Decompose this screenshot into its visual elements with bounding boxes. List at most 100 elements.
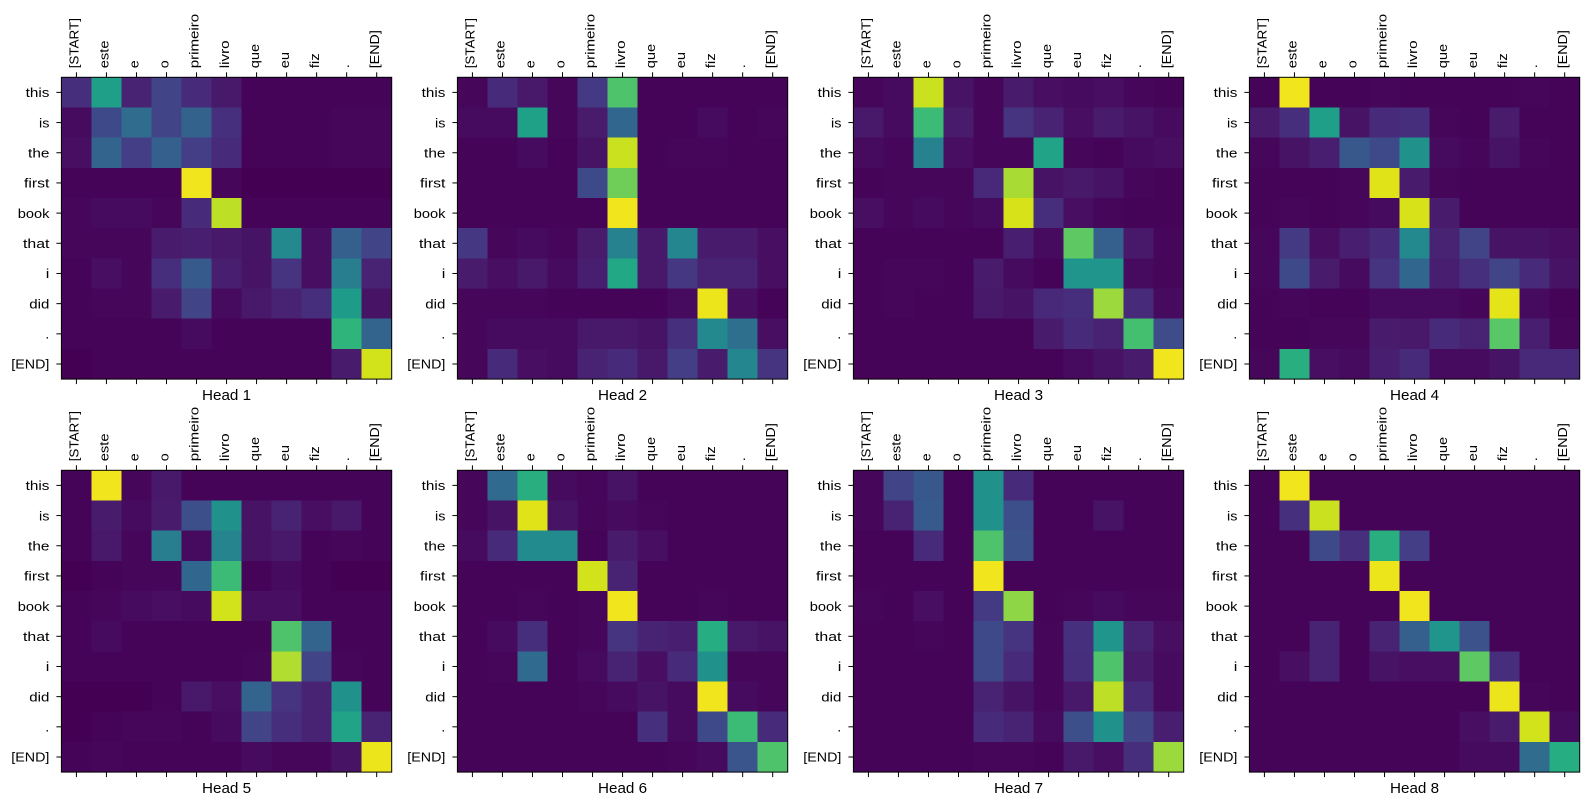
svg-text:fiz: fiz <box>307 446 322 461</box>
svg-text:o: o <box>1345 60 1360 68</box>
svg-text:este: este <box>1285 433 1300 461</box>
svg-text:este: este <box>889 433 904 461</box>
svg-text:o: o <box>553 60 568 68</box>
svg-text:that: that <box>23 629 50 644</box>
svg-text:[END]: [END] <box>11 357 49 372</box>
svg-text:[END]: [END] <box>407 357 445 372</box>
svg-text:[START]: [START] <box>463 18 478 68</box>
svg-text:fiz: fiz <box>703 446 718 461</box>
svg-text:[END]: [END] <box>367 423 382 461</box>
svg-text:i: i <box>1234 659 1238 674</box>
svg-text:did: did <box>425 689 445 704</box>
svg-text:que: que <box>247 44 262 68</box>
svg-text:.: . <box>1525 457 1540 461</box>
svg-text:book: book <box>414 206 446 221</box>
svg-text:.: . <box>337 64 352 68</box>
svg-text:e: e <box>127 60 142 68</box>
svg-text:first: first <box>1212 569 1238 584</box>
svg-text:[END]: [END] <box>803 750 841 765</box>
svg-text:this: this <box>26 85 50 100</box>
svg-text:livro: livro <box>613 40 628 68</box>
svg-text:e: e <box>1315 60 1330 68</box>
svg-text:that: that <box>1211 236 1238 251</box>
svg-text:[END]: [END] <box>763 30 778 68</box>
svg-text:este: este <box>1285 40 1300 68</box>
svg-text:primeiro: primeiro <box>1375 407 1390 461</box>
svg-text:that: that <box>815 236 842 251</box>
svg-text:fiz: fiz <box>307 53 322 68</box>
svg-text:este: este <box>493 433 508 461</box>
svg-text:e: e <box>523 453 538 461</box>
svg-text:[END]: [END] <box>1555 423 1570 461</box>
svg-text:is: is <box>39 508 50 523</box>
svg-text:book: book <box>810 599 842 614</box>
svg-text:book: book <box>414 599 446 614</box>
svg-text:the: the <box>1216 538 1237 553</box>
svg-text:primeiro: primeiro <box>979 14 994 68</box>
svg-text:the: the <box>1216 145 1237 160</box>
svg-text:this: this <box>26 478 50 493</box>
svg-text:i: i <box>442 659 446 674</box>
svg-text:este: este <box>493 40 508 68</box>
svg-text:first: first <box>816 176 842 191</box>
svg-text:[END]: [END] <box>11 750 49 765</box>
svg-text:did: did <box>1217 296 1237 311</box>
svg-text:this: this <box>818 478 842 493</box>
svg-text:is: is <box>1227 115 1238 130</box>
svg-text:did: did <box>821 296 841 311</box>
svg-text:eu: eu <box>1465 445 1480 461</box>
svg-text:e: e <box>1315 453 1330 461</box>
svg-text:[END]: [END] <box>1159 423 1174 461</box>
svg-text:eu: eu <box>277 52 292 68</box>
svg-text:Head 7: Head 7 <box>994 780 1043 797</box>
svg-text:primeiro: primeiro <box>979 407 994 461</box>
svg-text:Head 6: Head 6 <box>598 780 647 797</box>
svg-text:the: the <box>28 538 49 553</box>
svg-text:is: is <box>831 508 842 523</box>
svg-text:first: first <box>420 176 446 191</box>
svg-text:is: is <box>39 115 50 130</box>
svg-text:eu: eu <box>1069 52 1084 68</box>
svg-text:o: o <box>553 453 568 461</box>
svg-text:Head 5: Head 5 <box>202 780 251 797</box>
svg-text:i: i <box>838 266 842 281</box>
svg-text:that: that <box>419 236 446 251</box>
svg-text:the: the <box>820 145 841 160</box>
svg-text:livro: livro <box>1009 433 1024 461</box>
svg-text:that: that <box>23 236 50 251</box>
svg-text:[START]: [START] <box>463 411 478 461</box>
svg-text:.: . <box>441 327 445 342</box>
svg-text:is: is <box>1227 508 1238 523</box>
svg-text:Head 8: Head 8 <box>1390 780 1439 797</box>
svg-text:did: did <box>425 296 445 311</box>
svg-text:livro: livro <box>217 433 232 461</box>
svg-text:livro: livro <box>613 433 628 461</box>
svg-text:book: book <box>1206 599 1238 614</box>
svg-text:fiz: fiz <box>1495 53 1510 68</box>
svg-text:primeiro: primeiro <box>187 407 202 461</box>
svg-text:book: book <box>18 599 50 614</box>
svg-text:.: . <box>733 64 748 68</box>
svg-text:eu: eu <box>277 445 292 461</box>
svg-text:eu: eu <box>1069 445 1084 461</box>
svg-text:.: . <box>733 457 748 461</box>
svg-text:.: . <box>1233 327 1237 342</box>
svg-text:that: that <box>419 629 446 644</box>
svg-text:.: . <box>45 720 49 735</box>
svg-text:first: first <box>24 176 50 191</box>
svg-text:livro: livro <box>1009 40 1024 68</box>
svg-text:[END]: [END] <box>803 357 841 372</box>
svg-text:book: book <box>1206 206 1238 221</box>
svg-text:que: que <box>1039 437 1054 461</box>
svg-text:fiz: fiz <box>1099 446 1114 461</box>
svg-text:[START]: [START] <box>1255 18 1270 68</box>
svg-text:.: . <box>45 327 49 342</box>
svg-text:fiz: fiz <box>703 53 718 68</box>
svg-text:este: este <box>97 40 112 68</box>
svg-text:.: . <box>441 720 445 735</box>
svg-text:this: this <box>1214 478 1238 493</box>
svg-text:eu: eu <box>673 52 688 68</box>
svg-text:this: this <box>422 85 446 100</box>
svg-text:eu: eu <box>1465 52 1480 68</box>
svg-text:is: is <box>435 115 446 130</box>
